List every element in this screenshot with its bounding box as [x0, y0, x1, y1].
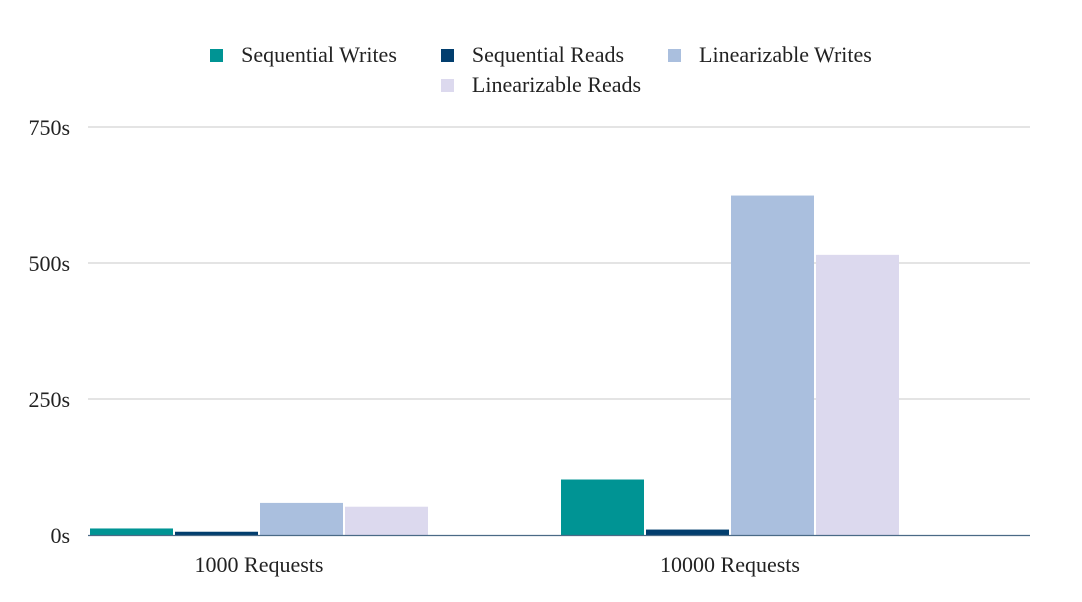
legend-label: Sequential Writes	[241, 42, 397, 67]
legend-swatch-sequential-writes	[210, 48, 224, 62]
bar-sequential-writes	[90, 528, 173, 535]
legend-swatch-sequential-reads	[440, 48, 454, 62]
bar-sequential-reads	[175, 531, 258, 535]
legend-item-linearizable-writes: Linearizable Writes	[668, 42, 872, 68]
y-tick-label: 750s	[28, 115, 70, 140]
bar-linearizable-reads	[345, 506, 428, 535]
legend-label: Linearizable Writes	[699, 42, 872, 67]
y-tick-label: 250s	[28, 387, 70, 412]
bar-sequential-writes	[561, 479, 644, 535]
legend-row-1: Sequential Writes Sequential Reads Linea…	[0, 40, 1082, 70]
bar-linearizable-reads	[816, 254, 899, 535]
legend-swatch-linearizable-reads	[440, 78, 454, 92]
bar-linearizable-writes	[260, 502, 343, 535]
legend-swatch-linearizable-writes	[668, 48, 682, 62]
legend-label: Sequential Reads	[471, 42, 625, 67]
chart-legend: Sequential Writes Sequential Reads Linea…	[0, 40, 1082, 100]
x-tick-label: 1000 Requests	[195, 552, 324, 577]
bar-sequential-reads	[646, 529, 729, 535]
legend-row-2: Linearizable Reads	[0, 70, 1082, 100]
legend-item-sequential-writes: Sequential Writes	[210, 42, 397, 68]
legend-label: Linearizable Reads	[471, 72, 642, 97]
legend-item-linearizable-reads: Linearizable Reads	[440, 72, 642, 98]
y-tick-label: 0s	[50, 523, 70, 548]
x-tick-label: 10000 Requests	[660, 552, 800, 577]
bar-linearizable-writes	[731, 195, 814, 535]
legend-item-sequential-reads: Sequential Reads	[440, 42, 625, 68]
y-tick-label: 500s	[28, 251, 70, 276]
